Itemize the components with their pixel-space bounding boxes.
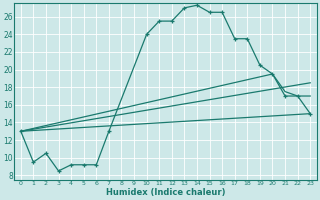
X-axis label: Humidex (Indice chaleur): Humidex (Indice chaleur) <box>106 188 225 197</box>
